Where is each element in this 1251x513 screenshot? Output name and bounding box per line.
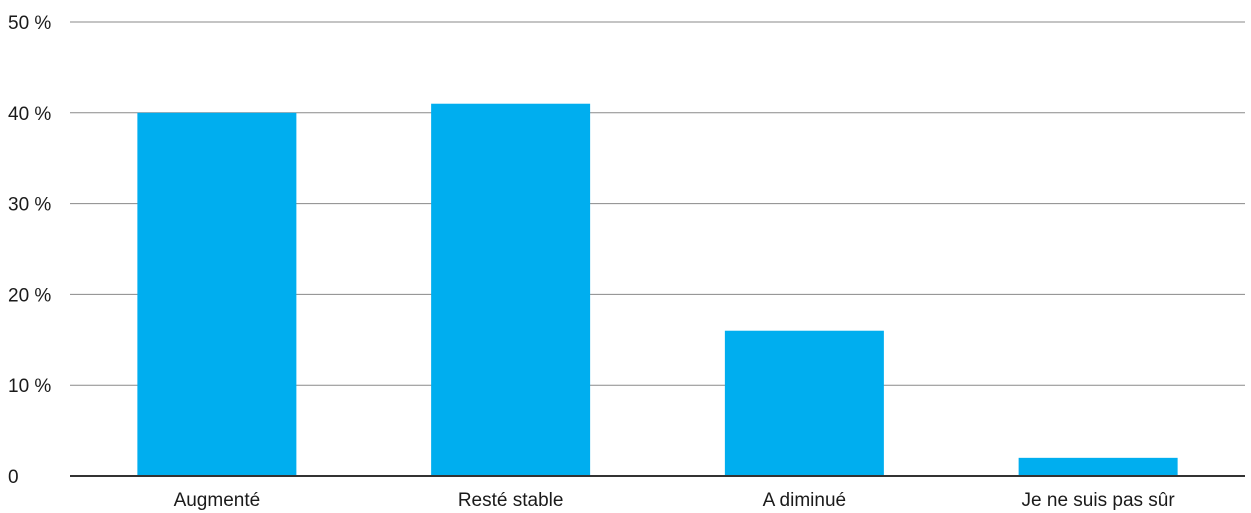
x-category-label: Augmenté xyxy=(174,490,261,511)
y-tick-label: 0 xyxy=(8,467,19,488)
x-category-label: A diminué xyxy=(763,490,846,511)
bar-1 xyxy=(137,112,297,477)
y-tick-label: 10 % xyxy=(8,376,51,397)
y-tick-label: 50 % xyxy=(8,13,51,34)
bar-4 xyxy=(1018,457,1178,476)
bar-2 xyxy=(431,103,591,476)
y-tick-label: 40 % xyxy=(8,104,51,125)
x-axis-category-labels: Augmenté Resté stable A diminué Je ne suis … xyxy=(174,490,1176,511)
y-tick-label: 30 % xyxy=(8,195,51,216)
bar-3 xyxy=(724,330,884,476)
y-tick-label: 20 % xyxy=(8,285,51,306)
x-category-label: Resté stable xyxy=(458,490,564,511)
y-axis-tick-labels: 0 10 % 20 % 30 % 40 % 50 % xyxy=(8,13,51,488)
x-category-label: Je ne suis pas sûr xyxy=(1022,490,1176,511)
bars xyxy=(137,103,1178,477)
